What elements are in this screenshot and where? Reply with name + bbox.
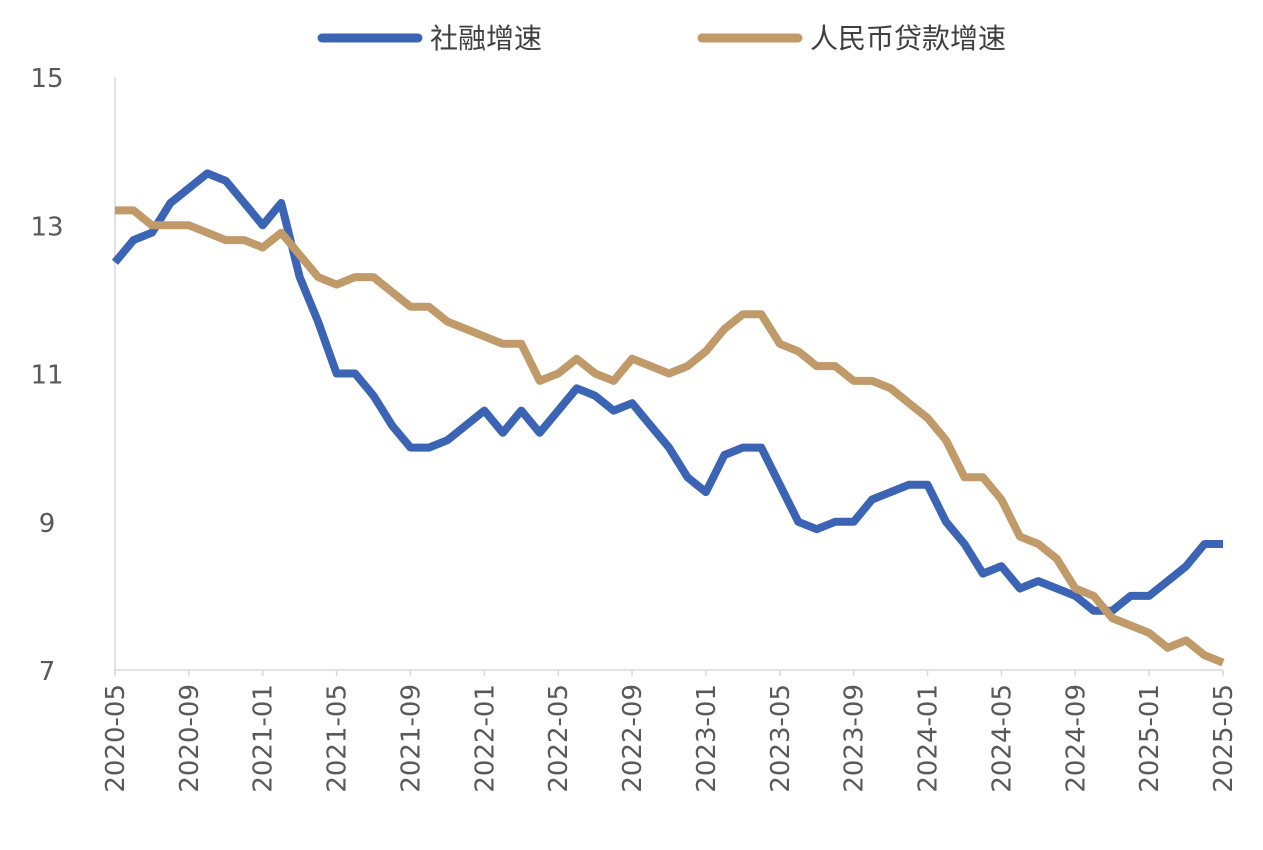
legend-label-social-financing: 社融增速: [430, 22, 542, 55]
x-tick-label: 2021-05: [323, 684, 353, 793]
x-tick-label: 2023-01: [692, 684, 722, 793]
x-tick-label: 2024-01: [914, 684, 944, 793]
x-tick-label: 2025-01: [1135, 684, 1165, 793]
x-tick-label: 2022-05: [544, 684, 574, 793]
x-tick-label: 2023-09: [840, 684, 870, 793]
axes-layer: 7 9 11 13 15 2020-05 2020-09 2021-01 2021-05 2021…: [30, 64, 1239, 793]
series-layer: [111, 169, 1225, 667]
legend-label-rmb-loans: 人民币贷款增速: [810, 22, 1006, 55]
x-tick-label: 2021-09: [396, 684, 426, 793]
series-line-social-financing: [111, 169, 1223, 615]
y-tick-label: 15: [30, 64, 63, 94]
x-tick-label: 2021-01: [249, 684, 279, 793]
y-tick-label: 7: [39, 657, 56, 687]
x-tick-label: 2020-05: [101, 684, 131, 793]
legend: 社融增速 人民币贷款增速: [317, 22, 1006, 55]
y-tick-label: 13: [30, 212, 63, 242]
x-tick-label: 2022-01: [470, 684, 500, 793]
series-line-rmb-loans: [115, 206, 1225, 667]
x-tick-label: 2024-09: [1061, 684, 1091, 793]
x-tick-label: 2024-05: [987, 684, 1017, 793]
y-tick-label: 9: [39, 509, 56, 539]
y-tick-label: 11: [30, 361, 63, 391]
x-tick-label: 2020-09: [175, 684, 205, 793]
x-tick-label: 2022-09: [618, 684, 648, 793]
x-tick-label: 2023-05: [766, 684, 796, 793]
x-tick-label: 2025-05: [1209, 684, 1239, 793]
